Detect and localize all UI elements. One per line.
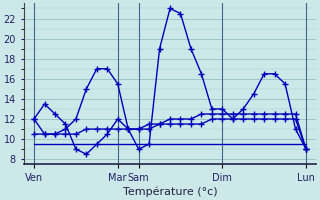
X-axis label: Température (°c): Température (°c): [123, 186, 217, 197]
